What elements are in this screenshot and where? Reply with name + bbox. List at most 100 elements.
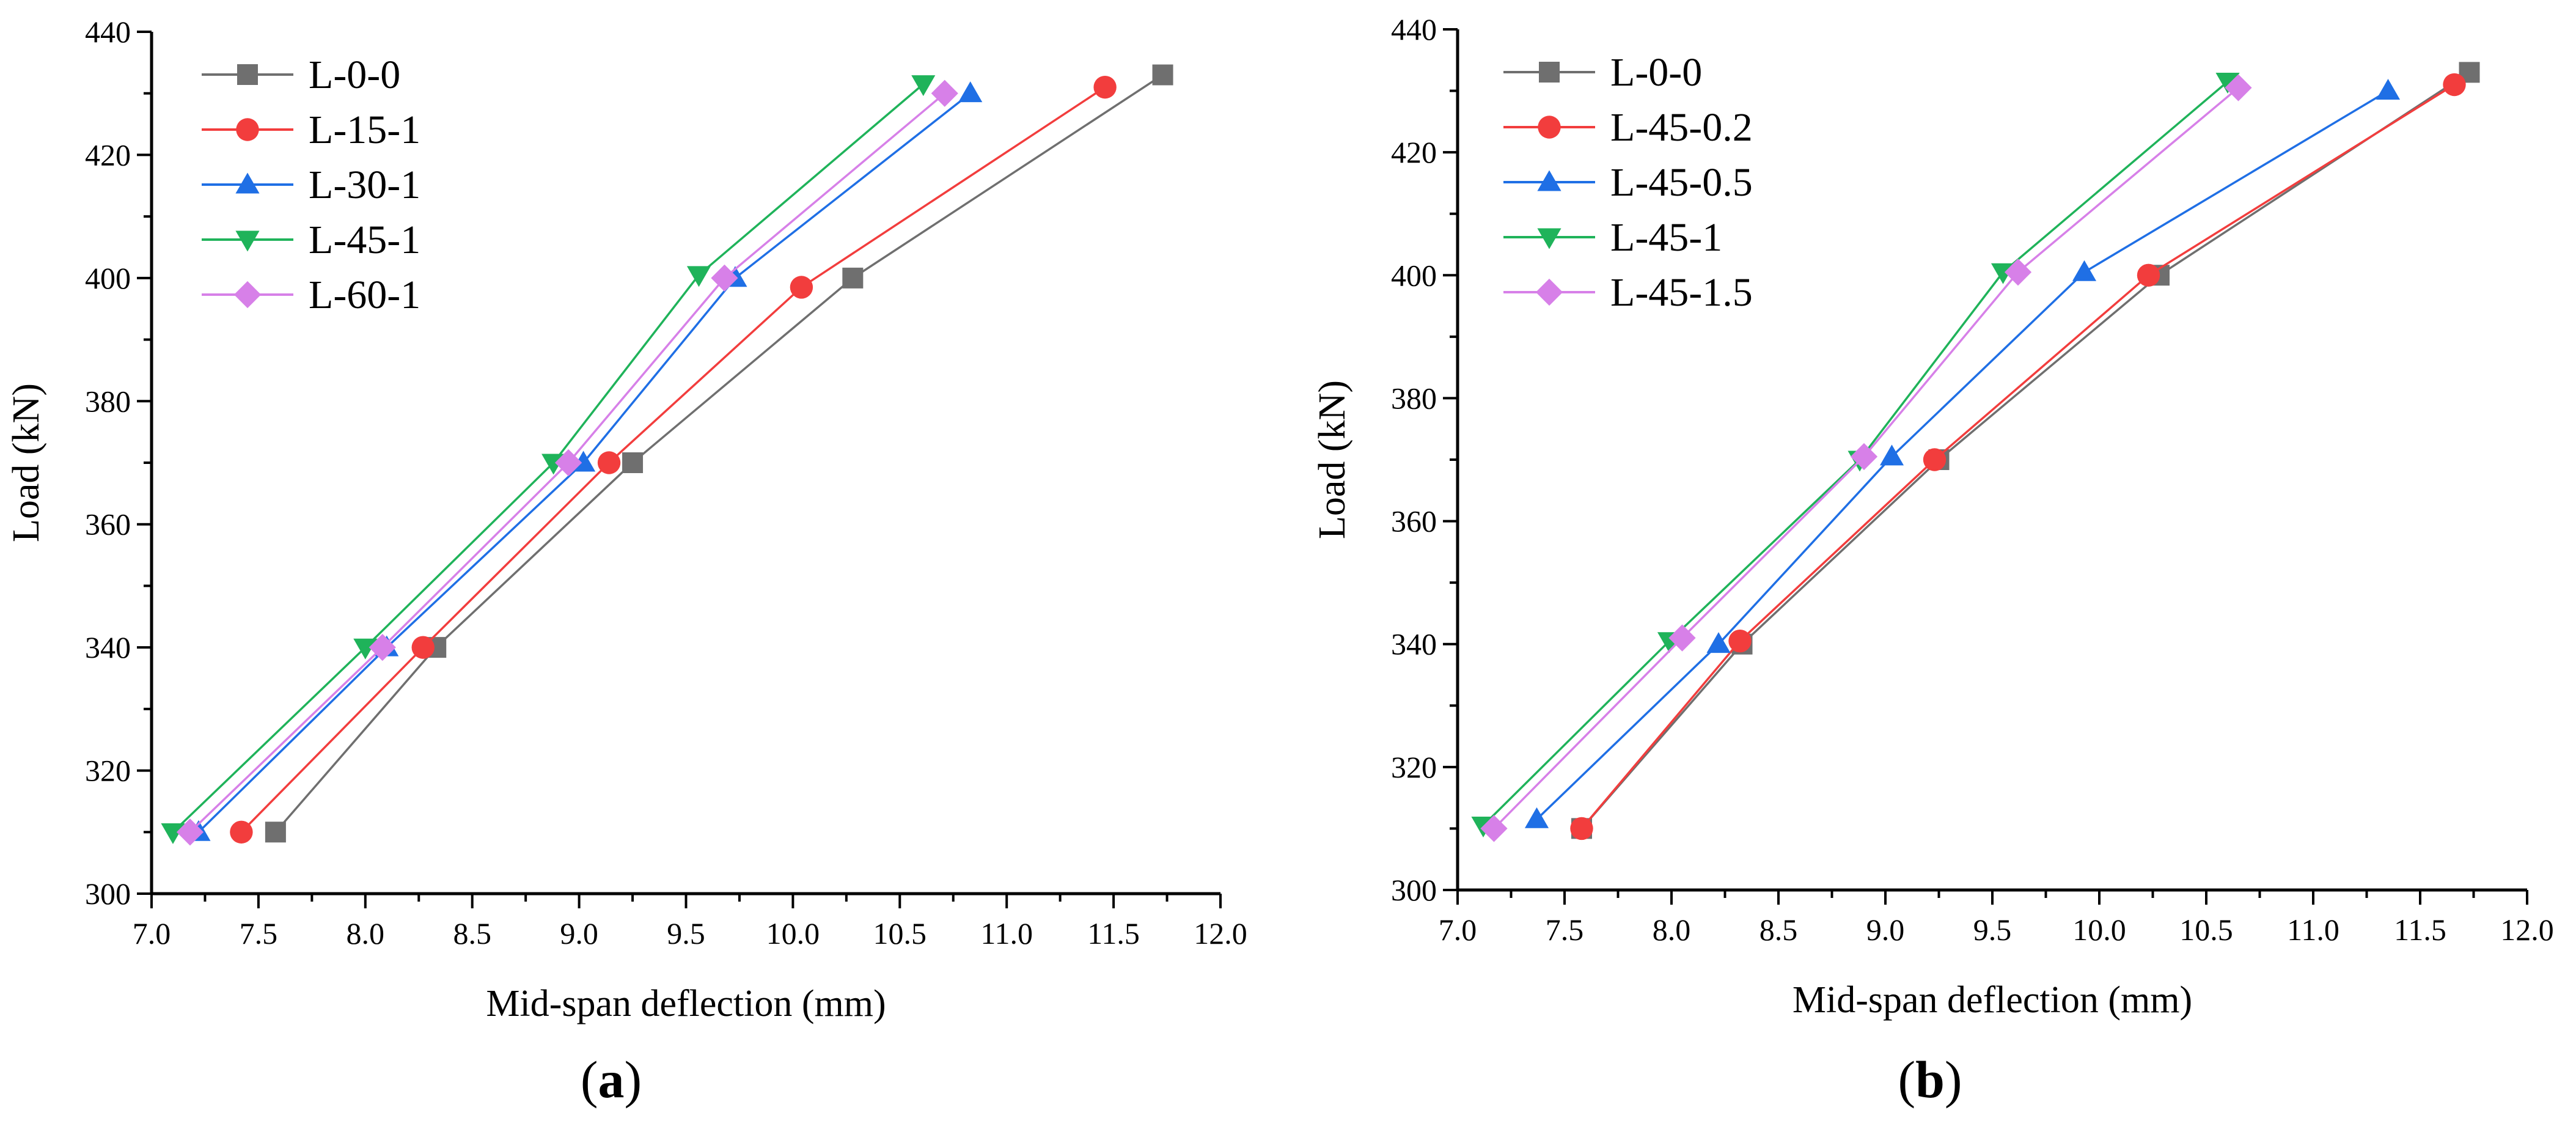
data-point-L-45-0.5: [1706, 632, 1731, 653]
legend-marker: [233, 281, 262, 309]
data-point-L-45-1: [161, 823, 185, 844]
data-point-L-0-0: [1152, 64, 1173, 86]
legend-marker: [1538, 116, 1561, 139]
legend-label: L-45-0.2: [1610, 105, 1753, 150]
data-point-L-45-0.2: [1923, 448, 1947, 471]
data-point-L-0-0: [622, 452, 644, 473]
data-point-L-45-1: [911, 75, 936, 97]
data-point-L-60-1: [555, 449, 582, 477]
legend-label: L-30-1: [309, 163, 420, 207]
y-tick-label: 380: [1391, 381, 1437, 415]
x-tick-label: 10.5: [873, 916, 927, 951]
series-L-45-1: [161, 75, 936, 844]
x-tick-label: 8.0: [1653, 913, 1691, 947]
y-tick-label: 400: [1391, 258, 1437, 292]
legend-marker: [235, 172, 260, 194]
legend-item-L-45-1: L-45-1: [1503, 215, 1722, 260]
x-tick-label: 12.0: [2500, 913, 2554, 947]
data-point-L-45-0.5: [2376, 79, 2401, 100]
data-point-L-45-0.2: [2137, 263, 2160, 287]
x-tick-label: 8.0: [347, 916, 385, 951]
data-point-L-45-1: [353, 638, 378, 660]
x-tick-label: 10.0: [766, 916, 820, 951]
x-axis-label: Mid-span deflection (mm): [1793, 979, 2192, 1021]
legend-marker: [1535, 278, 1563, 306]
legend-label: L-45-1.5: [1610, 270, 1753, 315]
legend-item-L-45-0.2: L-45-0.2: [1503, 105, 1753, 150]
data-point-L-30-1: [958, 81, 983, 103]
x-tick-label: 11.5: [2394, 913, 2446, 947]
y-tick-label: 400: [85, 261, 131, 295]
x-tick-label: 11.0: [980, 916, 1033, 951]
x-tick-label: 7.5: [240, 916, 278, 951]
data-point-L-45-1.5: [1668, 624, 1696, 652]
chart-panel-a: 7.0 7.5 8.0 8.5 9.0 9.5 10.0 10.5 11.0 11.5 12.0 30…: [6, 15, 1247, 1109]
data-point-L-45-1: [2215, 73, 2240, 94]
x-tick-label: 7.0: [133, 916, 171, 951]
data-point-L-0-0: [2459, 62, 2480, 83]
y-tick-label: 440: [1391, 12, 1437, 46]
legend-item-L-45-1: L-45-1: [202, 218, 420, 262]
data-point-L-45-1: [686, 266, 711, 287]
y-tick-label: 420: [1391, 135, 1437, 169]
chart-panel-b: 7.0 7.5 8.0 8.5 9.0 9.5 10.0 10.5 11.0 11.5 12.0 30…: [1312, 12, 2554, 1109]
x-tick-label: 11.5: [1087, 916, 1140, 951]
data-point-L-15-1: [411, 636, 435, 659]
legend-label: L-45-0.5: [1610, 160, 1753, 205]
y-tick-label: 340: [85, 630, 131, 664]
y-tick-label: 420: [85, 138, 131, 172]
y-axis-label: Load (kN): [1312, 380, 1353, 539]
x-axis-label: Mid-span deflection (mm): [486, 983, 886, 1024]
series-L-45-1.5: [1480, 74, 2252, 842]
y-tick-label: 380: [85, 384, 131, 418]
legend-item-L-45-1.5: L-45-1.5: [1503, 270, 1753, 315]
legend-label: L-0-0: [309, 53, 400, 97]
data-point-L-60-1: [711, 264, 738, 292]
panel-label: (b): [1898, 1050, 1962, 1109]
y-tick-label: 360: [1391, 504, 1437, 539]
x-tick-label: 12.0: [1194, 916, 1247, 951]
legend-item-L-0-0: L-0-0: [1503, 50, 1702, 95]
legend-marker: [237, 64, 258, 85]
y-axis-label: Load (kN): [6, 383, 47, 542]
data-point-L-45-0.2: [1728, 629, 1752, 653]
legend-item-L-30-1: L-30-1: [202, 163, 420, 207]
series-L-15-1: [230, 75, 1117, 844]
data-point-L-60-1: [176, 818, 204, 846]
data-point-L-60-1: [931, 79, 958, 107]
legend-label: L-15-1: [309, 108, 420, 152]
legend-item-L-15-1: L-15-1: [202, 108, 420, 152]
x-tick-label: 7.0: [1439, 913, 1477, 947]
data-point-L-45-0.5: [1879, 444, 1904, 466]
legend-item-L-60-1: L-60-1: [202, 273, 420, 317]
legend-item-L-45-0.5: L-45-0.5: [1503, 160, 1753, 205]
legend-label: L-45-1: [309, 218, 420, 262]
x-tick-label: 8.5: [453, 916, 491, 951]
data-point-L-15-1: [230, 820, 253, 844]
series-L-60-1: [176, 79, 958, 846]
x-tick-label: 8.5: [1760, 913, 1798, 947]
legend-marker: [1537, 228, 1561, 249]
data-point-L-0-0: [265, 822, 286, 843]
legend-marker: [1539, 62, 1560, 83]
x-tick-label: 7.5: [1546, 913, 1584, 947]
y-tick-label: 320: [1391, 750, 1437, 784]
series-L-30-1: [186, 81, 983, 841]
y-tick-label: 300: [1391, 873, 1437, 907]
data-point-L-15-1: [1093, 75, 1117, 99]
x-tick-label: 9.0: [560, 916, 598, 951]
data-point-L-15-1: [597, 451, 621, 474]
data-point-L-45-1.5: [2004, 259, 2032, 286]
data-point-L-0-0: [842, 267, 864, 289]
x-tick-label: 11.0: [2287, 913, 2339, 947]
x-tick-label: 10.5: [2179, 913, 2233, 947]
legend-label: L-45-1: [1610, 215, 1722, 260]
panel-label: (a): [581, 1050, 642, 1109]
x-tick-label: 9.5: [1973, 913, 2012, 947]
data-point-L-45-1.5: [1480, 815, 1508, 842]
data-point-L-45-0.5: [1524, 807, 1549, 828]
data-point-L-45-0.2: [1570, 817, 1593, 840]
data-point-L-45-0.2: [2443, 73, 2466, 97]
series-L-45-0.5: [1524, 79, 2401, 828]
